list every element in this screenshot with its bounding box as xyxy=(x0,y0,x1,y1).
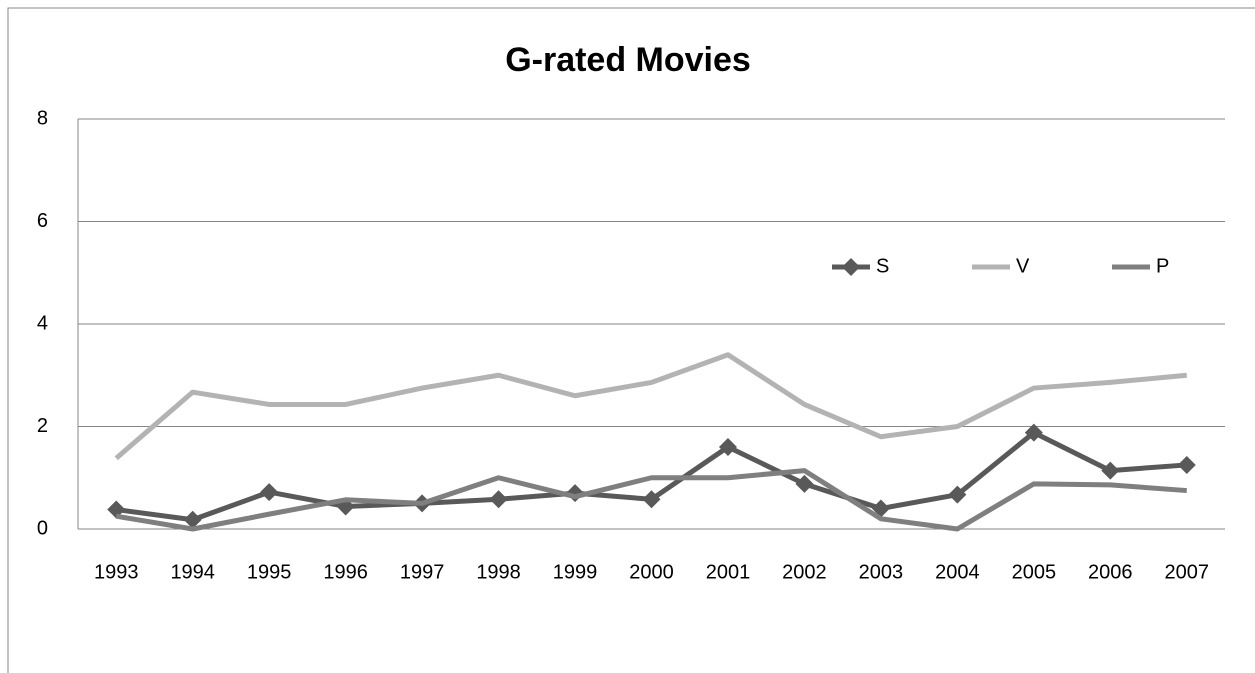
x-tick-label: 1993 xyxy=(94,561,139,583)
y-tick-label: 4 xyxy=(37,312,48,334)
series-line xyxy=(115,468,1187,532)
x-tick-label: 1996 xyxy=(323,561,368,583)
x-tick-label: 1997 xyxy=(400,561,445,583)
point-marker xyxy=(642,490,661,509)
point-marker xyxy=(718,438,737,456)
y-tick-label: 6 xyxy=(37,210,48,232)
x-tick-label: 1999 xyxy=(553,561,598,583)
point-marker xyxy=(183,510,202,529)
x-tick-label: 2001 xyxy=(706,561,751,583)
x-tick-label: 1995 xyxy=(247,561,292,583)
point-marker xyxy=(1177,455,1196,474)
point-marker xyxy=(795,474,814,493)
x-tick-label: 2003 xyxy=(859,561,904,583)
x-tick-label: 2007 xyxy=(1165,561,1210,583)
legend-label: S xyxy=(876,255,889,277)
point-marker xyxy=(1101,461,1120,480)
point-marker xyxy=(107,500,126,519)
legend-label: P xyxy=(1156,255,1169,277)
legend-marker xyxy=(842,258,860,276)
chart-title: G-rated Movies xyxy=(505,41,751,79)
x-tick-label: 2000 xyxy=(629,561,674,583)
point-marker xyxy=(260,483,279,502)
x-tick-label: 1994 xyxy=(170,561,215,583)
legend-label: V xyxy=(1016,255,1030,277)
x-tick-label: 2006 xyxy=(1088,561,1133,583)
y-tick-label: 8 xyxy=(37,107,48,129)
point-marker xyxy=(489,490,508,509)
y-tick-label: 2 xyxy=(37,415,48,437)
x-tick-label: 2005 xyxy=(1012,561,1057,583)
y-tick-label: 0 xyxy=(37,517,48,539)
series-line xyxy=(114,352,1188,461)
point-marker xyxy=(1024,423,1043,442)
point-marker xyxy=(948,485,967,504)
x-tick-label: 2002 xyxy=(782,561,827,583)
x-tick-label: 2004 xyxy=(935,561,980,583)
x-tick-label: 1998 xyxy=(476,561,521,583)
